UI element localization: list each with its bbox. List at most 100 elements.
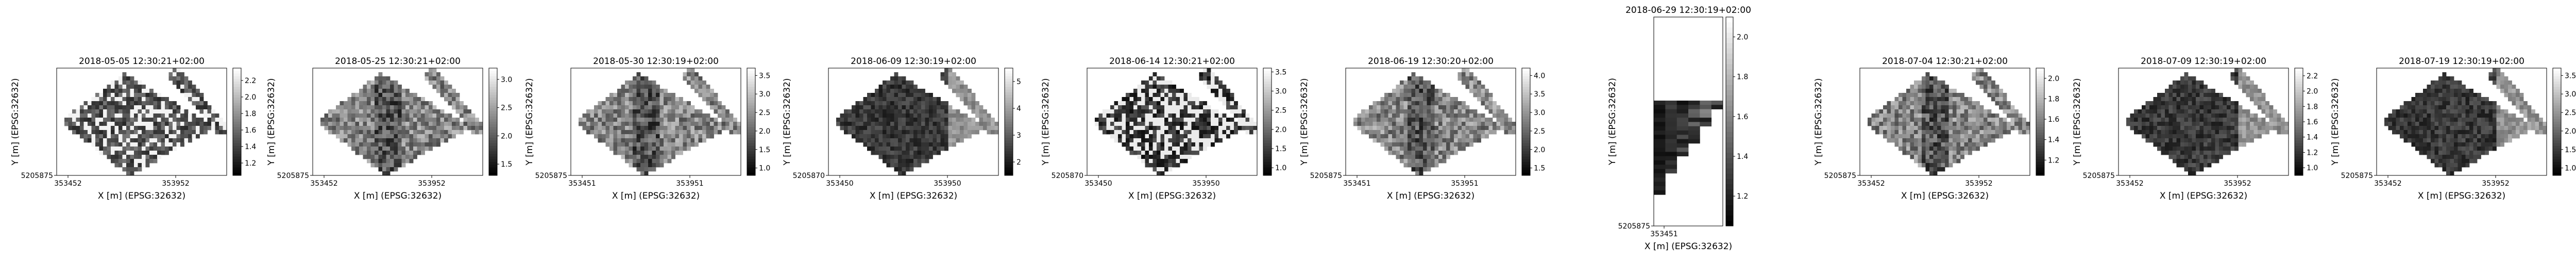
heatmap-cell: [668, 126, 672, 130]
colorbar-segment: [1522, 103, 1530, 106]
heatmap-cell: [1700, 105, 1711, 109]
heatmap-cell: [1230, 126, 1234, 130]
heatmap-cell: [1964, 101, 1969, 105]
heatmap-cell: [1945, 151, 1949, 155]
heatmap-cell: [629, 159, 633, 163]
heatmap-cell: [2014, 113, 2019, 118]
heatmap-cell: [2211, 89, 2215, 93]
heatmap-cell: [1168, 155, 1173, 159]
heatmap-cell: [123, 80, 127, 85]
heatmap-cell: [413, 151, 417, 155]
heatmap-cell: [929, 113, 933, 118]
heatmap-cell: [180, 109, 184, 113]
heatmap-cell: [1906, 89, 1910, 93]
heatmap-cell: [1929, 155, 1934, 159]
heatmap-cell: [972, 109, 976, 113]
heatmap-cell: [1914, 122, 1918, 126]
heatmap-cell: [1427, 163, 1431, 167]
heatmap-cell: [590, 130, 595, 134]
heatmap-cell: [1891, 105, 1895, 109]
heatmap-cell: [699, 138, 703, 142]
heatmap-cell: [402, 163, 406, 167]
heatmap-cell: [394, 130, 398, 134]
heatmap-cell: [1419, 85, 1423, 89]
heatmap-cell: [149, 97, 154, 101]
heatmap-cell: [913, 122, 918, 126]
heatmap-cell: [875, 126, 879, 130]
heatmap-cell: [1953, 109, 1957, 113]
heatmap-cell: [1995, 130, 1999, 134]
heatmap-cell: [1207, 80, 1211, 85]
heatmap-cell: [929, 97, 933, 101]
heatmap-cell: [413, 101, 417, 105]
heatmap-cell: [629, 80, 633, 85]
heatmap-cell: [944, 147, 948, 151]
heatmap-cell: [95, 105, 99, 109]
heatmap-cell: [1466, 118, 1470, 122]
heatmap-cell: [594, 126, 598, 130]
colorbar-segment: [1263, 165, 1272, 168]
heatmap-cell: [196, 105, 200, 109]
heatmap-cell: [1408, 113, 1412, 118]
heatmap-cell: [660, 89, 664, 93]
heatmap-cell: [664, 122, 668, 126]
heatmap-cell: [1242, 109, 1246, 113]
heatmap-cell: [1991, 89, 1995, 93]
heatmap-cell: [1995, 118, 1999, 122]
heatmap-cell: [146, 142, 150, 147]
heatmap-cell: [1899, 122, 1903, 126]
heatmap-cell: [933, 134, 937, 138]
heatmap-cell: [204, 130, 208, 134]
heatmap-cell: [1226, 89, 1230, 93]
heatmap-cell: [1926, 85, 1930, 89]
subplot-title: 2018-07-04 12:30:21+02:00: [1882, 56, 2008, 67]
heatmap-cell: [2219, 130, 2223, 134]
heatmap-cell: [1203, 130, 1207, 134]
heatmap-cell: [586, 126, 590, 130]
heatmap-cell: [2208, 122, 2212, 126]
heatmap-cell: [706, 113, 710, 118]
heatmap-cell: [2231, 113, 2235, 118]
heatmap-cell: [1895, 101, 1899, 105]
heatmap-cell: [871, 113, 875, 118]
heatmap-cell: [1223, 89, 1227, 93]
heatmap-cell: [1396, 138, 1400, 142]
heatmap-cell: [913, 109, 918, 113]
heatmap-cell: [1427, 85, 1431, 89]
colorbar-segment: [233, 95, 241, 98]
heatmap-cell: [84, 122, 88, 126]
colorbar-segment: [489, 108, 497, 111]
heatmap-cell: [405, 93, 410, 97]
heatmap-cell: [952, 109, 956, 113]
heatmap-cell: [941, 142, 945, 147]
heatmap-cell: [386, 134, 391, 138]
heatmap-cell: [1164, 113, 1168, 118]
heatmap-cell: [1991, 113, 1995, 118]
heatmap-cell: [1477, 138, 1481, 142]
heatmap-cell: [103, 93, 107, 97]
heatmap-cell: [1926, 76, 1930, 80]
heatmap-cell: [671, 147, 675, 151]
heatmap-cell: [394, 134, 398, 138]
colorbar-tick-label: 2.0: [2048, 75, 2059, 83]
heatmap-cell: [594, 113, 598, 118]
heatmap-cell: [633, 151, 637, 155]
heatmap-cell: [402, 122, 406, 126]
heatmap-cell: [691, 109, 695, 113]
heatmap-cell: [2169, 89, 2173, 93]
heatmap-cell: [2200, 101, 2204, 105]
heatmap-cell: [629, 142, 633, 147]
heatmap-cell: [386, 130, 391, 134]
colorbar-segment: [1726, 221, 1733, 226]
heatmap-cell: [1427, 109, 1431, 113]
heatmap-cell: [115, 163, 119, 167]
heatmap-cell: [2246, 80, 2250, 85]
heatmap-cell: [1188, 122, 1192, 126]
heatmap-cell: [103, 122, 107, 126]
heatmap-cell: [1415, 142, 1419, 147]
heatmap-cell: [706, 126, 710, 130]
colorbar-tick-label: 2.2: [245, 77, 256, 85]
heatmap-cell: [99, 113, 104, 118]
heatmap-cell: [699, 109, 703, 113]
heatmap-cell: [1926, 138, 1930, 142]
